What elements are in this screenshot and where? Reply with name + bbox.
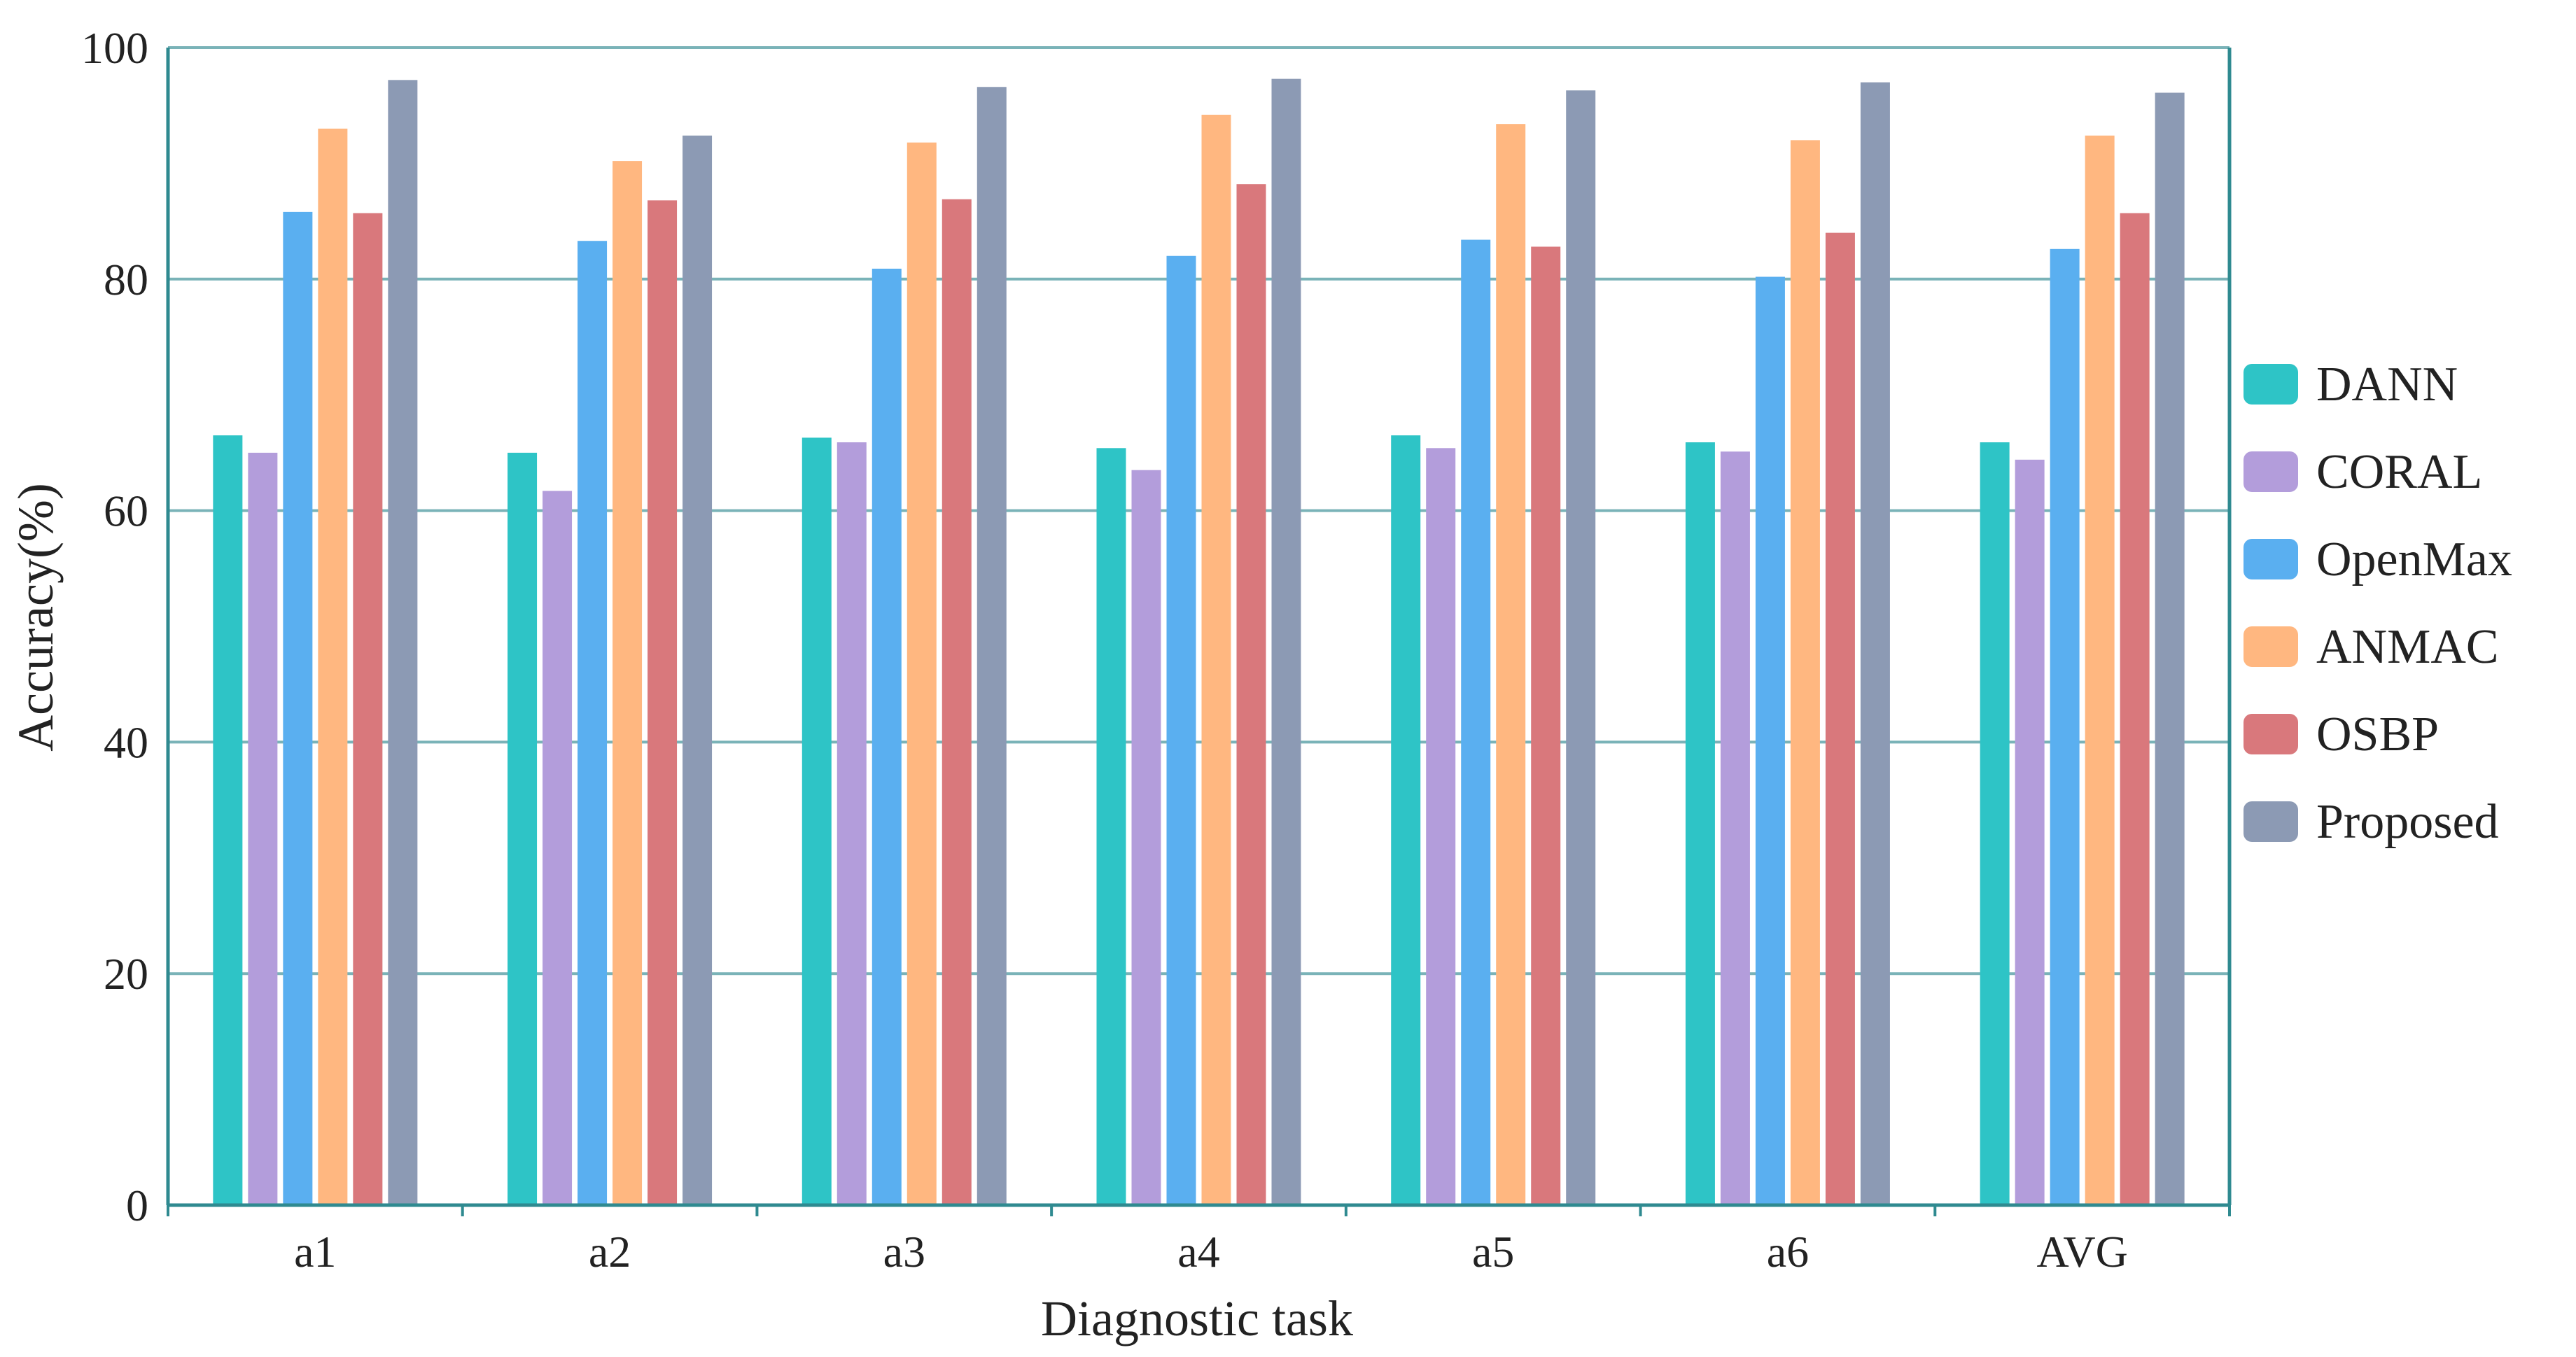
x-tick-label: a1	[294, 1227, 336, 1277]
bar-coral-a6	[1720, 451, 1750, 1205]
y-tick-label: 40	[104, 717, 148, 767]
bar-osbp-a4	[1236, 184, 1266, 1205]
bar-anmac-a1	[318, 128, 348, 1205]
bar-proposed-a1	[388, 80, 418, 1205]
x-tick-label: a6	[1767, 1227, 1809, 1277]
bar-dann-avg	[1980, 442, 2010, 1206]
y-tick-label: 20	[104, 949, 148, 999]
axes: 0 20 40 60 80 100 a1 a2 a3 a4 a5 a6 AVG	[81, 23, 2232, 1277]
x-tick-label: a2	[589, 1227, 631, 1277]
bars	[213, 78, 2185, 1206]
bar-dann-a3	[802, 437, 832, 1206]
legend-label-dann: DANN	[2316, 358, 2458, 412]
x-tick-label: a5	[1472, 1227, 1514, 1277]
bar-coral-a2	[542, 491, 573, 1205]
legend-label-anmac: ANMAC	[2316, 620, 2499, 674]
bar-proposed-avg	[2155, 92, 2185, 1206]
bar-openmax-a6	[1755, 276, 1785, 1206]
x-tick-label: a3	[883, 1227, 925, 1277]
x-tick-label: a4	[1177, 1227, 1219, 1277]
bar-coral-a1	[248, 452, 278, 1205]
legend-label-coral: CORAL	[2316, 445, 2482, 499]
bar-osbp-a1	[353, 213, 383, 1206]
bar-coral-a5	[1426, 448, 1456, 1206]
y-tick-label: 0	[126, 1181, 148, 1230]
bar-openmax-avg	[2050, 248, 2080, 1205]
bar-anmac-a2	[612, 161, 643, 1205]
bar-proposed-a3	[976, 87, 1007, 1206]
bar-coral-a3	[836, 442, 867, 1206]
legend-swatch-anmac	[2244, 626, 2298, 667]
legend-swatch-osbp	[2244, 714, 2298, 754]
legend-label-osbp: OSBP	[2316, 708, 2439, 761]
bar-anmac-a3	[906, 142, 937, 1205]
bar-proposed-a6	[1860, 82, 1890, 1206]
bar-osbp-a6	[1825, 232, 1855, 1205]
bar-anmac-a5	[1496, 124, 1526, 1205]
bar-coral-avg	[2015, 459, 2045, 1205]
legend-swatch-dann	[2244, 364, 2298, 405]
legend-swatch-openmax	[2244, 539, 2298, 579]
bar-openmax-a2	[578, 241, 608, 1205]
legend-label-openmax: OpenMax	[2316, 533, 2512, 586]
bar-openmax-a1	[283, 211, 313, 1205]
y-tick-label: 80	[104, 255, 148, 304]
legend-swatch-coral	[2244, 451, 2298, 492]
gridlines	[168, 46, 2230, 976]
bar-osbp-a2	[648, 200, 678, 1205]
y-axis-title: Accuracy(%)	[8, 483, 64, 752]
bar-openmax-a5	[1461, 239, 1491, 1206]
bar-proposed-a5	[1566, 90, 1596, 1205]
bar-coral-a4	[1131, 470, 1161, 1206]
bar-openmax-a4	[1166, 255, 1196, 1206]
y-tick-label: 60	[104, 486, 148, 536]
y-tick-label: 100	[81, 23, 148, 73]
bar-osbp-a3	[941, 199, 972, 1205]
bar-anmac-a4	[1201, 114, 1231, 1205]
legend-swatch-proposed	[2244, 801, 2298, 842]
legend: DANN CORAL OpenMax ANMAC OSBP Proposed	[2244, 358, 2512, 849]
bar-osbp-avg	[2120, 213, 2150, 1206]
bar-dann-a1	[213, 435, 243, 1205]
bar-dann-a5	[1391, 435, 1421, 1205]
x-axis-title: Diagnostic task	[1041, 1291, 1353, 1347]
bar-dann-a6	[1685, 442, 1715, 1206]
bar-proposed-a2	[682, 135, 713, 1206]
bar-openmax-a3	[872, 268, 902, 1205]
bar-dann-a4	[1096, 448, 1126, 1206]
legend-label-proposed: Proposed	[2316, 795, 2499, 849]
bar-osbp-a5	[1531, 246, 1561, 1205]
x-tick-label: AVG	[2036, 1227, 2127, 1277]
bar-anmac-a6	[1790, 140, 1820, 1205]
bar-anmac-avg	[2085, 135, 2115, 1206]
bar-proposed-a4	[1271, 78, 1301, 1206]
bar-dann-a2	[507, 452, 538, 1205]
